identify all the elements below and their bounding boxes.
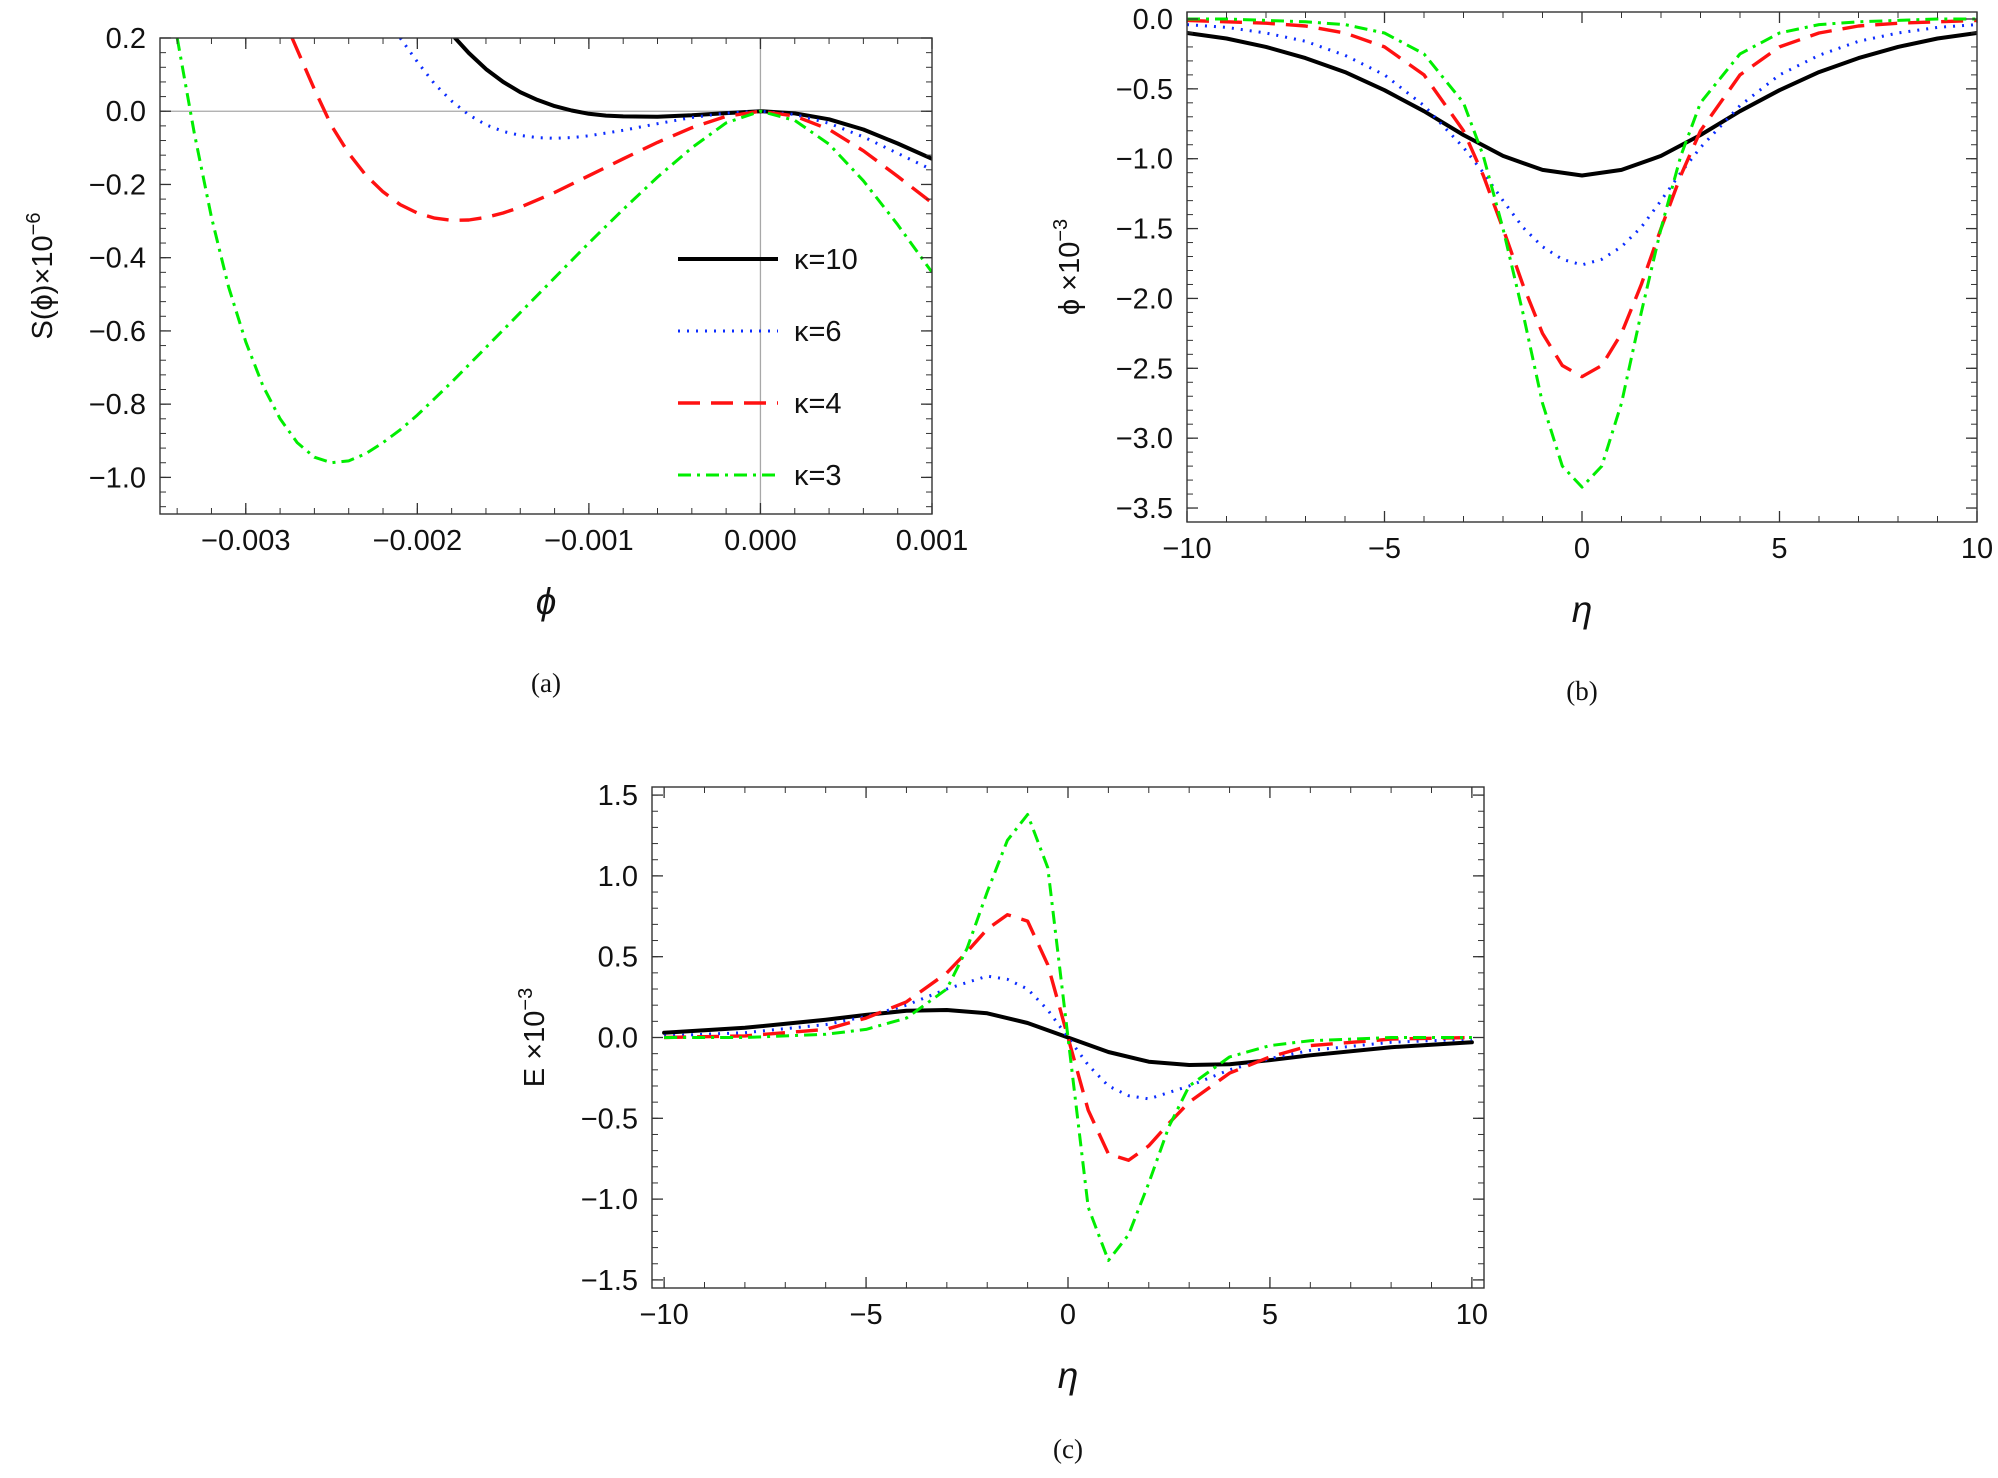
- y-tick-label: −1.0: [89, 462, 146, 494]
- x-tick-label: −0.003: [201, 525, 291, 557]
- y-tick-label: −0.8: [89, 389, 146, 421]
- y-tick-label: −1.0: [581, 1184, 638, 1216]
- y-tick-label: 1.0: [598, 861, 638, 893]
- legend-label-kappa-4: κ=4: [794, 388, 842, 420]
- y-tick-label: 0.5: [598, 942, 638, 974]
- y-tick-label: −0.6: [89, 316, 146, 348]
- x-tick-label: 10: [1961, 533, 1993, 565]
- chart-panel-b: −10 −5 0 5 10 0.0 −0.5 −1.0 −1.5 −2.0 −2.5 −3.0 −3.5…: [1050, 4, 1993, 706]
- series-group: [175, 38, 932, 465]
- legend-label-kappa-3: κ=3: [794, 460, 842, 492]
- x-tick-label: −0.001: [544, 525, 634, 557]
- series-group: [662, 813, 1474, 1262]
- y-tick-label: −0.5: [581, 1103, 638, 1135]
- y-tick-label: 1.5: [598, 780, 638, 812]
- y-axis-label: E ×10−3: [515, 988, 551, 1087]
- y-tick-label: 0.0: [598, 1023, 638, 1055]
- x-tick-label: 0.001: [896, 525, 969, 557]
- x-tick-label: 0.000: [724, 525, 797, 557]
- chart-panel-a: −0.003 −0.002 −0.001 0.000 0.001 0.2 0.0 −0.2 −0…: [23, 23, 969, 698]
- y-axis-label: S(ϕ)×10−6: [23, 213, 59, 340]
- y-tick-label: 0.2: [106, 23, 146, 55]
- x-axis-label: ϕ: [536, 581, 557, 622]
- series-line-kappa-3: [1187, 17, 1977, 489]
- subfigure-caption: (c): [1053, 1434, 1083, 1464]
- chart-panel-c: −10 −5 0 5 10 1.5 1.0 0.5 0.0 −0.5 −1.0 −1.5 η E ×10−…: [515, 780, 1488, 1464]
- y-axis-label-base: ϕ ×10: [1054, 242, 1086, 316]
- x-tick-label: 0: [1060, 1299, 1076, 1331]
- x-axis-label: η: [1572, 589, 1593, 630]
- x-tick-label: 0: [1574, 533, 1590, 565]
- y-axis-label: ϕ ×10−3: [1050, 219, 1086, 315]
- subfigure-caption: (b): [1566, 676, 1597, 706]
- y-tick-label: −1.0: [1116, 144, 1173, 176]
- series-line-kappa-10: [662, 1008, 1474, 1067]
- y-tick-label: −3.0: [1116, 423, 1173, 455]
- x-tick-label: −5: [1368, 533, 1401, 565]
- y-axis-label-base: S(ϕ)×10: [27, 235, 59, 339]
- y-tick-label: 0.0: [1133, 4, 1173, 36]
- x-axis-label: η: [1058, 1355, 1079, 1396]
- y-tick-label: −2.5: [1116, 353, 1173, 385]
- x-tick-label: −10: [640, 1299, 689, 1331]
- x-tick-label: 5: [1262, 1299, 1278, 1331]
- series-line-kappa-3: [664, 813, 1472, 1262]
- plot-frame: [1186, 11, 1978, 523]
- x-tick-label: −10: [1162, 533, 1211, 565]
- series-line-kappa-4: [290, 38, 932, 223]
- x-tick-label: −5: [850, 1299, 883, 1331]
- y-axis-label-exponent: −6: [23, 213, 45, 236]
- y-axis-label-exponent: −3: [1050, 219, 1072, 242]
- y-axis-label-exponent: −3: [515, 988, 537, 1011]
- series-group: [1187, 17, 1977, 489]
- y-tick-label: −2.0: [1116, 283, 1173, 315]
- x-tick-label: 5: [1771, 533, 1787, 565]
- subfigure-caption: (a): [531, 668, 561, 698]
- y-tick-label: −3.5: [1116, 493, 1173, 525]
- y-tick-label: −0.4: [89, 243, 146, 275]
- y-tick-label: −0.2: [89, 169, 146, 201]
- series-line-kappa-10: [453, 38, 932, 161]
- series-line-kappa-6: [1187, 23, 1977, 267]
- x-tick-label: 10: [1456, 1299, 1488, 1331]
- legend-label-kappa-10: κ=10: [794, 244, 858, 276]
- y-axis-label-base: E ×10: [519, 1011, 551, 1088]
- y-tick-label: −0.5: [1116, 74, 1173, 106]
- series-line-kappa-10: [1187, 31, 1977, 178]
- series-line-kappa-4: [664, 912, 1472, 1162]
- series-line-kappa-3: [175, 38, 932, 465]
- plot-frame: [159, 37, 933, 515]
- y-tick-label: −1.5: [581, 1265, 638, 1297]
- x-tick-label: −0.002: [373, 525, 463, 557]
- series-line-kappa-4: [1187, 18, 1977, 379]
- series-line-kappa-6: [398, 38, 932, 172]
- y-tick-label: 0.0: [106, 96, 146, 128]
- legend-label-kappa-6: κ=6: [794, 316, 842, 348]
- y-tick-label: −1.5: [1116, 214, 1173, 246]
